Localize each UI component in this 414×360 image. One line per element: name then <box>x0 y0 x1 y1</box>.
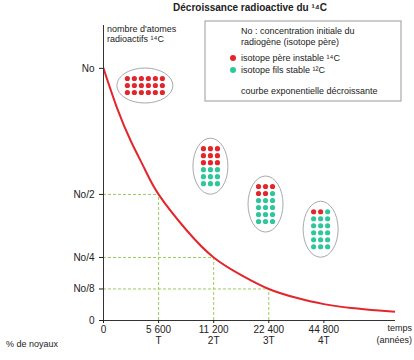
svg-text:isotope fils stable ¹²C: isotope fils stable ¹²C <box>241 65 326 75</box>
svg-text:3T: 3T <box>263 335 275 346</box>
svg-text:Décroissance radioactive du ¹⁴: Décroissance radioactive du ¹⁴C <box>173 2 327 13</box>
svg-text:nombre d'atomesradioactifs ¹⁴C: nombre d'atomesradioactifs ¹⁴C <box>107 24 177 44</box>
svg-text:T: T <box>156 335 162 346</box>
svg-text:% de noyaux: % de noyaux <box>6 339 59 349</box>
svg-text:2T: 2T <box>208 335 220 346</box>
svg-text:22 400: 22 400 <box>253 324 284 335</box>
svg-text:11 200: 11 200 <box>199 324 229 335</box>
svg-text:No/4: No/4 <box>73 252 95 263</box>
svg-text:No/8: No/8 <box>73 283 95 294</box>
svg-text:0: 0 <box>101 324 107 335</box>
svg-text:4T: 4T <box>318 335 330 346</box>
svg-text:5 600: 5 600 <box>146 324 171 335</box>
svg-text:No: No <box>82 63 95 74</box>
svg-text:No/2: No/2 <box>73 189 95 200</box>
svg-text:0: 0 <box>89 315 95 326</box>
svg-text:temps(années): temps(années) <box>376 323 412 345</box>
svg-text:44 800: 44 800 <box>309 324 340 335</box>
svg-text:isotope père instable ¹⁴C: isotope père instable ¹⁴C <box>241 53 340 63</box>
svg-text:No : concentration initiale du: No : concentration initiale duradiogène … <box>241 26 355 47</box>
svg-text:courbe exponentielle décroissa: courbe exponentielle décroissante <box>241 86 378 96</box>
